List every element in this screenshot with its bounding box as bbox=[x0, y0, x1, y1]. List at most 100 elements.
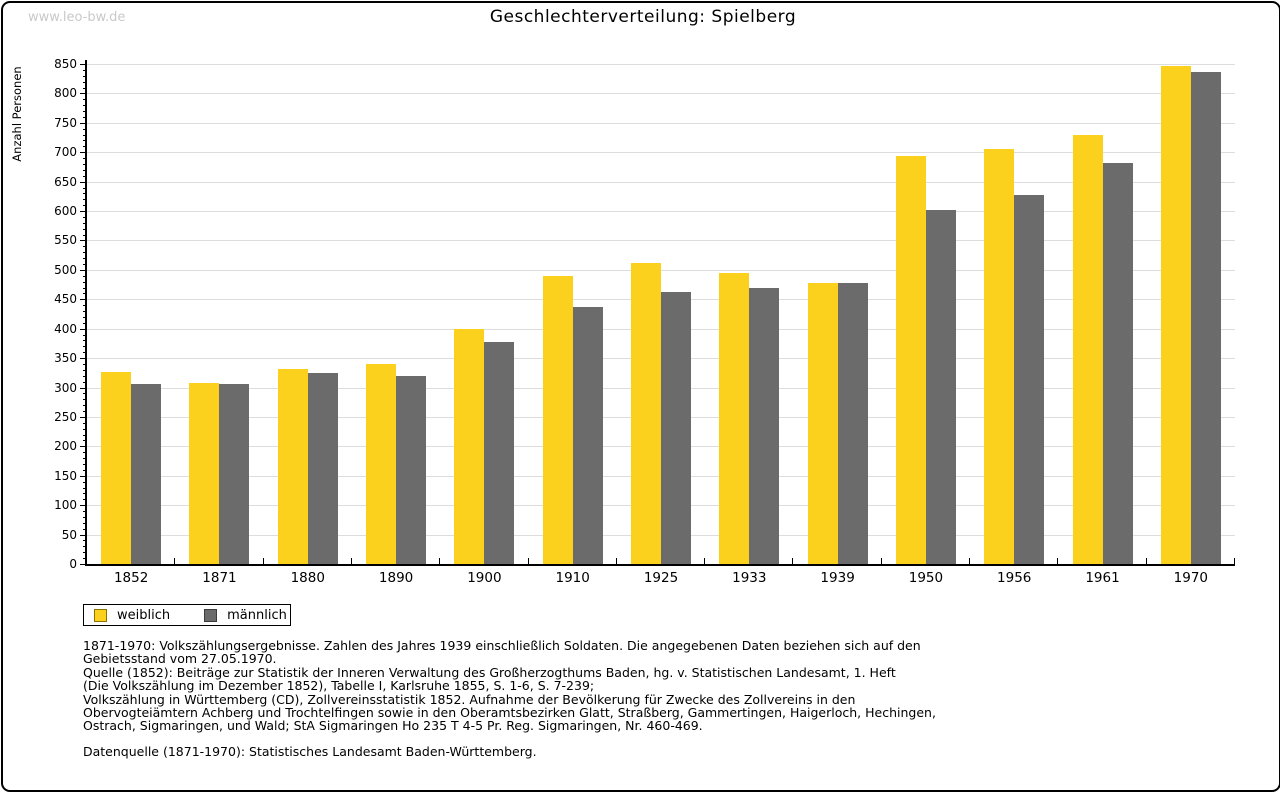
y-minor-tick bbox=[83, 552, 86, 554]
y-minor-tick bbox=[83, 287, 86, 289]
y-tick-label: 200 bbox=[54, 439, 77, 454]
bar-maennlich bbox=[572, 306, 603, 564]
x-tick-label: 1950 bbox=[908, 570, 944, 586]
datasource-line: Datenquelle (1871-1970): Statistisches L… bbox=[83, 744, 537, 759]
x-tick-label: 1880 bbox=[290, 570, 325, 586]
y-major-tick bbox=[80, 269, 86, 271]
bar-maennlich bbox=[1190, 72, 1221, 564]
y-minor-tick bbox=[83, 499, 86, 501]
y-minor-tick bbox=[83, 540, 86, 542]
y-minor-tick bbox=[83, 487, 86, 489]
legend-item-maennlich: männlich bbox=[204, 608, 287, 623]
bar-weiblich bbox=[542, 276, 573, 564]
y-minor-tick bbox=[83, 158, 86, 160]
bar-maennlich bbox=[837, 283, 868, 564]
y-minor-tick bbox=[83, 381, 86, 383]
page-title: Geschlechterverteilung: Spielberg bbox=[489, 7, 797, 27]
y-minor-tick bbox=[83, 75, 86, 77]
footnote-line: Gebietsstand vom 27.05.1970. bbox=[83, 651, 277, 667]
bar-weiblich bbox=[807, 283, 838, 564]
y-tick-label: 350 bbox=[54, 351, 77, 366]
y-minor-tick bbox=[83, 105, 86, 107]
y-minor-tick bbox=[83, 458, 86, 460]
y-minor-tick bbox=[83, 452, 86, 454]
legend-label-weiblich: weiblich bbox=[117, 607, 171, 623]
y-minor-tick bbox=[83, 134, 86, 136]
y-minor-tick bbox=[83, 87, 86, 89]
y-major-tick bbox=[80, 534, 86, 536]
bar-maennlich bbox=[219, 384, 250, 564]
y-major-tick bbox=[80, 475, 86, 477]
y-minor-tick bbox=[83, 146, 86, 148]
footnote-block: 1871-1970: Volkszählungsergebnisse. Zahl… bbox=[83, 639, 1203, 733]
y-tick-label: 700 bbox=[54, 145, 77, 160]
y-minor-tick bbox=[83, 364, 86, 365]
y-axis-label: Anzahl Personen bbox=[10, 66, 24, 162]
y-minor-tick bbox=[83, 258, 86, 260]
x-tick-label: 1956 bbox=[997, 570, 1032, 586]
footnote-line: Ostrach, Sigmaringen, und Wald; StA Sigm… bbox=[83, 718, 703, 734]
bar-maennlich bbox=[925, 210, 956, 564]
y-minor-tick bbox=[83, 469, 86, 471]
bar-maennlich bbox=[1014, 195, 1045, 564]
x-tick-label: 1970 bbox=[1173, 570, 1209, 586]
legend-swatch-maennlich bbox=[204, 608, 218, 622]
bar-weiblich bbox=[101, 372, 132, 564]
y-minor-tick bbox=[83, 111, 86, 113]
y-tick-label: 300 bbox=[54, 380, 77, 395]
bar-weiblich bbox=[631, 263, 661, 564]
y-minor-tick bbox=[83, 246, 86, 248]
legend-label-maennlich: männlich bbox=[227, 607, 287, 623]
y-minor-tick bbox=[83, 511, 86, 513]
x-boundary-tick bbox=[1234, 558, 1235, 564]
y-minor-tick bbox=[83, 305, 86, 307]
bar-maennlich bbox=[396, 376, 427, 564]
y-minor-tick bbox=[83, 81, 86, 83]
footnote-line: Volkszählung in Württemberg (CD), Zollve… bbox=[83, 691, 856, 707]
y-tick-label: 450 bbox=[54, 292, 77, 307]
y-tick-label: 600 bbox=[54, 204, 77, 219]
bar-weiblich bbox=[1072, 134, 1103, 564]
y-minor-tick bbox=[83, 193, 86, 195]
x-tick-label: 1961 bbox=[1085, 570, 1120, 586]
y-minor-tick bbox=[83, 316, 86, 318]
y-minor-tick bbox=[83, 69, 86, 71]
y-minor-tick bbox=[83, 464, 86, 465]
x-boundary-tick bbox=[350, 558, 352, 564]
y-minor-tick bbox=[83, 234, 86, 236]
y-minor-tick bbox=[83, 205, 86, 207]
y-minor-tick bbox=[83, 399, 86, 401]
bar-weiblich bbox=[984, 149, 1015, 564]
gridline bbox=[87, 240, 1235, 242]
x-boundary-tick bbox=[880, 558, 882, 564]
y-minor-tick bbox=[83, 322, 86, 324]
y-minor-tick bbox=[83, 275, 86, 277]
y-minor-tick bbox=[83, 264, 86, 265]
y-major-tick bbox=[80, 240, 86, 242]
y-minor-tick bbox=[83, 546, 86, 548]
y-tick-label: 850 bbox=[54, 57, 77, 71]
gridline bbox=[87, 64, 1235, 65]
y-minor-tick bbox=[83, 516, 86, 518]
gridline bbox=[87, 211, 1235, 213]
x-boundary-tick bbox=[792, 558, 794, 564]
y-minor-tick bbox=[83, 99, 86, 101]
x-boundary-tick bbox=[527, 558, 529, 564]
x-tick-label: 1939 bbox=[820, 570, 855, 586]
footnote-line: Quelle (1852): Beiträge zur Statistik de… bbox=[83, 664, 896, 680]
gridline bbox=[87, 152, 1235, 154]
y-minor-tick bbox=[83, 375, 86, 377]
bar-maennlich bbox=[661, 292, 691, 564]
y-minor-tick bbox=[83, 334, 86, 336]
bar-maennlich bbox=[749, 288, 780, 564]
x-boundary-tick bbox=[969, 558, 971, 564]
gridline bbox=[87, 181, 1235, 183]
y-major-tick bbox=[80, 93, 86, 95]
bar-weiblich bbox=[277, 368, 308, 564]
y-minor-tick bbox=[83, 352, 86, 354]
y-minor-tick bbox=[83, 493, 86, 495]
y-major-tick bbox=[80, 505, 86, 507]
y-minor-tick bbox=[83, 369, 86, 371]
bar-weiblich bbox=[719, 273, 750, 564]
y-major-tick bbox=[80, 64, 86, 65]
